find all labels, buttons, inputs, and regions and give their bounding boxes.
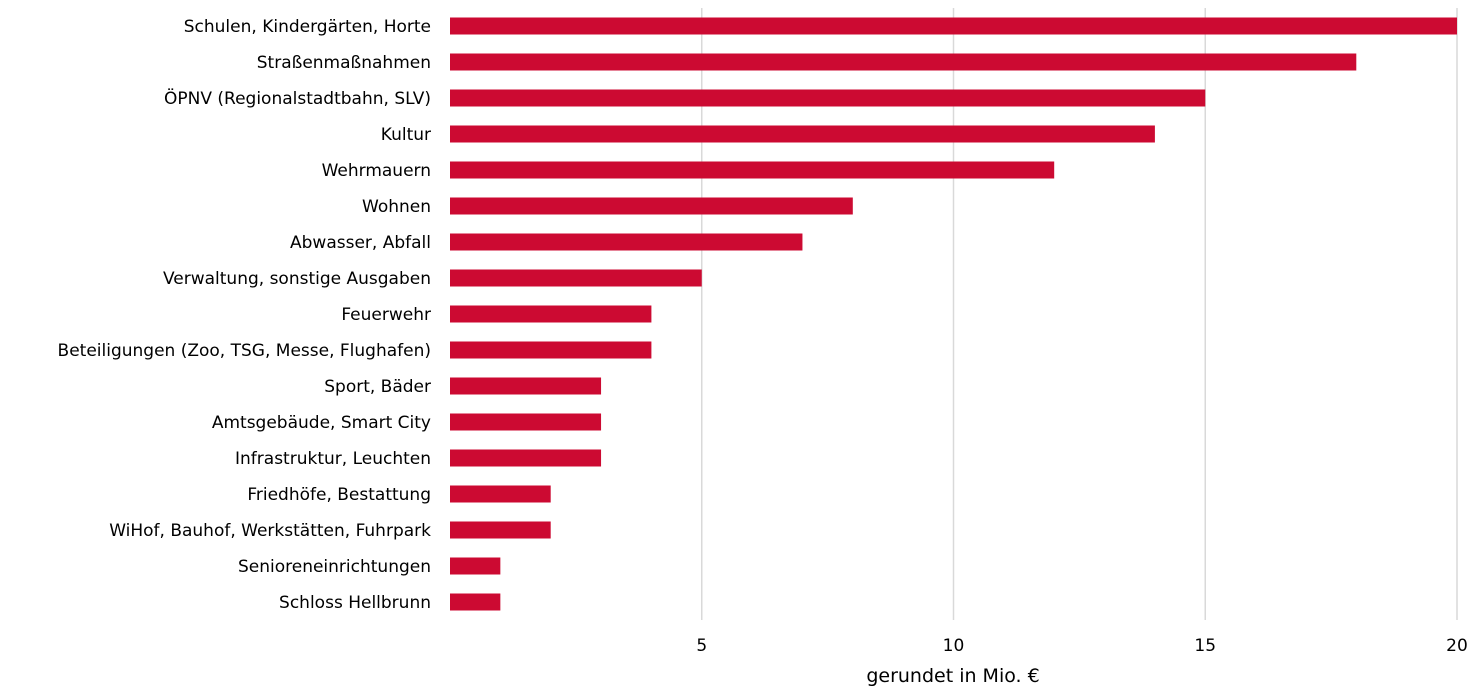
- category-label: Verwaltung, sonstige Ausgaben: [163, 269, 431, 289]
- x-axis-title: gerundet in Mio. €: [866, 665, 1039, 687]
- bars: [450, 17, 1457, 611]
- bar: [450, 197, 853, 215]
- x-tick-label: 10: [943, 636, 965, 656]
- category-label: Amtsgebäude, Smart City: [212, 413, 431, 433]
- category-label: Feuerwehr: [341, 305, 431, 325]
- category-label: Beteiligungen (Zoo, TSG, Messe, Flughafe…: [58, 341, 431, 361]
- bar: [450, 521, 551, 539]
- bar: [450, 305, 652, 323]
- category-label: Abwasser, Abfall: [290, 233, 431, 253]
- bar: [450, 449, 602, 467]
- category-label: Schulen, Kindergärten, Horte: [184, 17, 431, 37]
- x-tick-label: 15: [1194, 636, 1216, 656]
- category-labels: Schulen, Kindergärten, Horte Straßenmaßna…: [58, 17, 432, 613]
- bar: [450, 341, 652, 359]
- category-label: Kultur: [381, 125, 431, 145]
- bar: [450, 485, 551, 503]
- category-label: Straßenmaßnahmen: [257, 53, 431, 73]
- category-label: Schloss Hellbrunn: [279, 593, 431, 613]
- category-label: Sport, Bäder: [324, 377, 431, 397]
- bar: [450, 125, 1155, 143]
- bar: [450, 269, 702, 287]
- bar: [450, 161, 1055, 179]
- x-tick-labels: 5 10 15 20: [696, 636, 1467, 656]
- category-label: Senioreneinrichtungen: [238, 557, 431, 577]
- category-label: ÖPNV (Regionalstadtbahn, SLV): [164, 87, 431, 109]
- bar: [450, 557, 501, 575]
- x-tick-label: 5: [696, 636, 707, 656]
- category-label: Wohnen: [362, 197, 431, 217]
- category-label: WiHof, Bauhof, Werkstätten, Fuhrpark: [109, 521, 431, 541]
- bar: [450, 413, 602, 431]
- bar: [450, 53, 1357, 71]
- category-label: Friedhöfe, Bestattung: [247, 485, 431, 505]
- x-tick-label: 20: [1446, 636, 1468, 656]
- bar: [450, 233, 803, 251]
- bar: [450, 89, 1206, 107]
- category-label: Infrastruktur, Leuchten: [235, 449, 431, 469]
- bar: [450, 377, 602, 395]
- category-label: Wehrmauern: [322, 161, 431, 181]
- bar: [450, 593, 501, 611]
- bar: [450, 17, 1457, 35]
- grid-lines: [701, 8, 1458, 620]
